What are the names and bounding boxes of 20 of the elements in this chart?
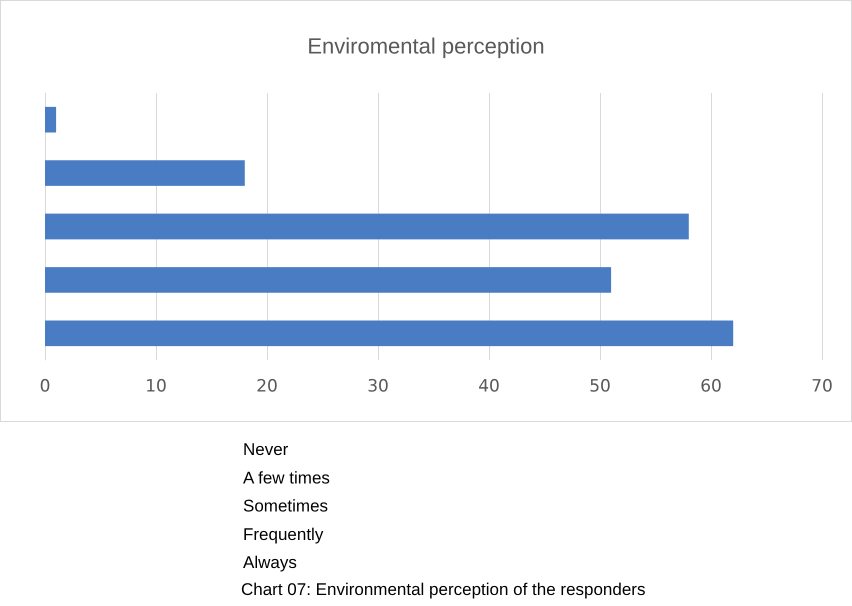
text: Frequently [243, 524, 324, 544]
x-tick-label: 10 [145, 376, 167, 396]
caption: Chart 07: Environmental perception of the responders [241, 580, 646, 599]
text: Sometimes [243, 496, 328, 516]
x-tick-label: 0 [40, 376, 50, 396]
bar [45, 214, 689, 240]
x-tick-label: 70 [811, 376, 833, 396]
bar [45, 320, 734, 346]
bar [45, 160, 245, 186]
x-tick-label: 50 [589, 376, 611, 396]
text: Always [243, 553, 297, 572]
x-tick-label: 40 [478, 376, 500, 396]
x-tick-label: 60 [700, 376, 722, 396]
text: Never [243, 440, 289, 459]
x-tick-label: 20 [256, 376, 278, 396]
x-tick-label: 30 [367, 376, 389, 396]
text: A few times [243, 468, 330, 488]
bar [45, 267, 612, 293]
bar [45, 106, 56, 133]
chart-title: Enviromental perception [307, 34, 545, 58]
